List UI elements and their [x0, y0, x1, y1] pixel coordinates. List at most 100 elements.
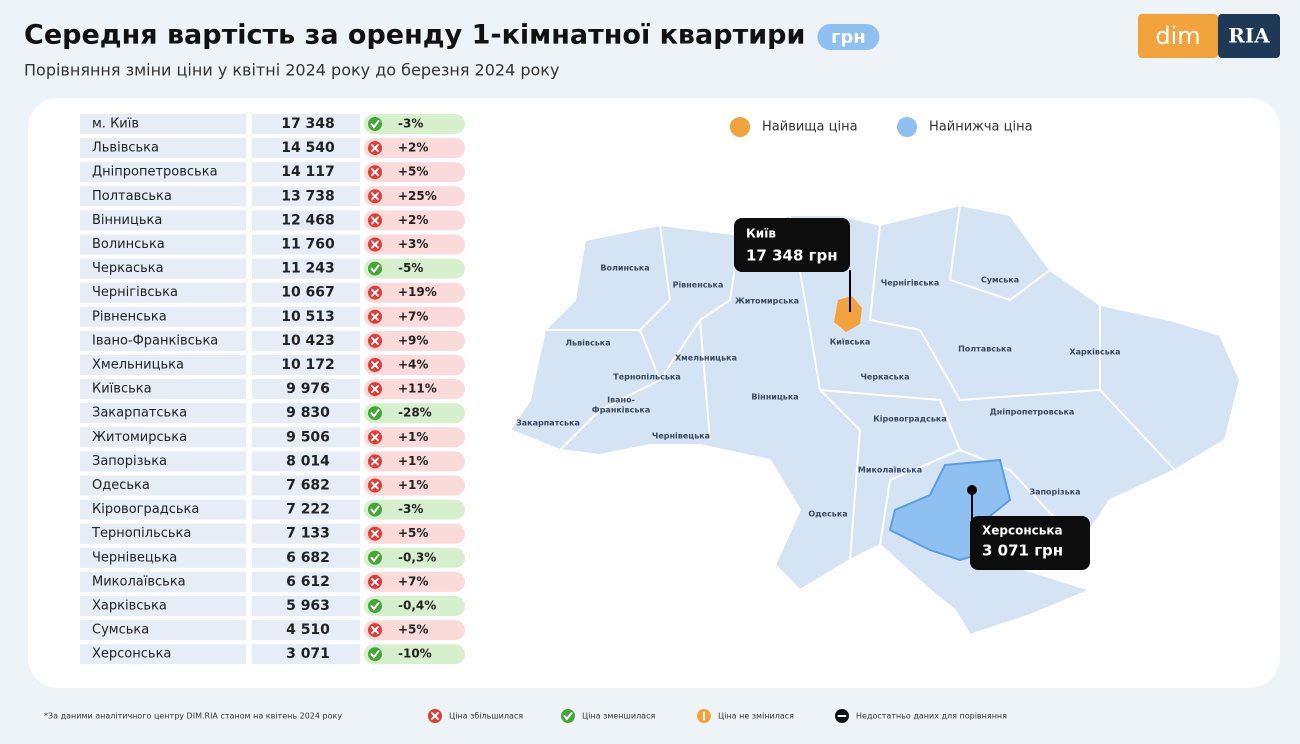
- region-cell: [80, 210, 246, 231]
- region-name: Рівненська: [92, 309, 167, 324]
- region-label: Львівська: [565, 338, 610, 348]
- region-label: Кіровоградська: [873, 414, 946, 424]
- price: 7 133: [286, 526, 330, 542]
- region-cell: [80, 523, 246, 544]
- region-cell: [80, 403, 246, 424]
- price: 6 682: [286, 550, 330, 566]
- subtitle: Порівняння зміни ціни у квітні 2024 року…: [24, 61, 559, 80]
- region-cell: [80, 571, 246, 592]
- price: 12 468: [281, 212, 335, 228]
- status-icon-mark: [371, 626, 379, 635]
- region-cell: [80, 644, 246, 665]
- region-name: Тернопільська: [91, 526, 191, 541]
- unit: грн: [831, 27, 866, 48]
- region-cell: [80, 475, 246, 496]
- region-label: Чернівецька: [652, 431, 710, 441]
- region-label: Полтавська: [958, 345, 1012, 354]
- logo-text: dim: [1155, 22, 1200, 50]
- title: Середня вартість за оренду 1-кімнатної к…: [24, 20, 805, 51]
- status-icon: [368, 117, 382, 131]
- change-pill: [364, 162, 465, 183]
- price: 10 667: [281, 285, 335, 301]
- change: +1%: [398, 478, 428, 492]
- region-label: Одеська: [808, 510, 847, 519]
- price-cell: [252, 138, 360, 159]
- price: 3 071: [286, 646, 330, 662]
- status-icon-mark: [371, 312, 379, 321]
- change-pill: [364, 403, 465, 424]
- change: +5%: [398, 623, 428, 637]
- change-pill: [364, 475, 465, 496]
- price: 17 348: [281, 116, 335, 132]
- change: -0,3%: [398, 550, 436, 564]
- status-icon-mark: [371, 216, 379, 225]
- status-icon-mark: [370, 120, 380, 129]
- price-cell: [252, 114, 360, 134]
- price-cell: [252, 499, 360, 520]
- price-cell: [252, 306, 360, 327]
- status-icon: [368, 647, 382, 662]
- price: 9 506: [286, 429, 330, 445]
- status-icon-mark: [370, 505, 380, 515]
- status-icon-mark: [370, 650, 380, 659]
- region-label: Сумська: [981, 276, 1019, 285]
- change-pill: [364, 114, 465, 134]
- kyiv-city: [834, 296, 862, 332]
- status-icon-mark: [371, 481, 379, 490]
- price-cell: [252, 571, 360, 592]
- region-cell: [80, 379, 246, 400]
- change: +7%: [398, 574, 428, 588]
- region-cell: [80, 162, 246, 183]
- status-icon: [368, 550, 382, 565]
- status-icon-mark: [370, 409, 380, 418]
- price: 9 830: [286, 405, 330, 421]
- region-label: Дніпропетровська: [990, 407, 1075, 417]
- status-icon-mark: [371, 240, 379, 249]
- price-cell: [252, 355, 360, 375]
- status-icon: [368, 261, 382, 276]
- region-name: Кіровоградська: [92, 502, 199, 517]
- region-label: Миколаївська: [858, 466, 922, 475]
- change-pill: [364, 282, 465, 303]
- region-name: Хмельницька: [92, 358, 184, 373]
- callout-box: [970, 516, 1090, 570]
- change-pill: [364, 451, 465, 472]
- change-pill: [364, 355, 465, 375]
- change: -3%: [398, 502, 423, 516]
- status-icon: [368, 406, 382, 421]
- footer-legend-label: Ціна зменшилася: [582, 712, 655, 721]
- price-cell: [252, 547, 360, 568]
- region-label: Вінницька: [751, 392, 798, 402]
- logo-left: [1138, 14, 1218, 58]
- region-label: Волинська: [600, 264, 649, 273]
- change: +4%: [398, 358, 428, 372]
- price-cell: [252, 523, 360, 544]
- price: 14 540: [281, 140, 335, 156]
- price: 13 738: [281, 188, 335, 204]
- callout-title: Київ: [746, 227, 776, 241]
- footer-legend-label: Ціна не змінилася: [718, 712, 794, 721]
- status-icon-mark: [371, 336, 379, 345]
- callout-title: Херсонська: [982, 524, 1063, 538]
- region-cell: [80, 258, 246, 279]
- region-name: Закарпатська: [92, 406, 187, 421]
- price-cell: [252, 403, 360, 424]
- kherson-dot: [967, 485, 977, 495]
- region-label: Рівненська: [673, 280, 724, 290]
- callout-value: 17 348 грн: [746, 247, 838, 265]
- status-icon-mark: [370, 553, 380, 563]
- price-cell: [252, 282, 360, 303]
- region-cell: [80, 596, 246, 616]
- status-icon-mark: [371, 433, 379, 442]
- change: -10%: [398, 647, 432, 661]
- change: +11%: [398, 382, 437, 396]
- region-cell: [80, 186, 246, 207]
- price-cell: [252, 475, 360, 496]
- change: +3%: [398, 237, 428, 251]
- status-icon-mark: [563, 712, 573, 721]
- status-icon-mark: [371, 288, 379, 297]
- region-cell: [80, 114, 246, 134]
- price: 7 222: [286, 502, 330, 518]
- region-label: Хмельницька: [675, 354, 737, 363]
